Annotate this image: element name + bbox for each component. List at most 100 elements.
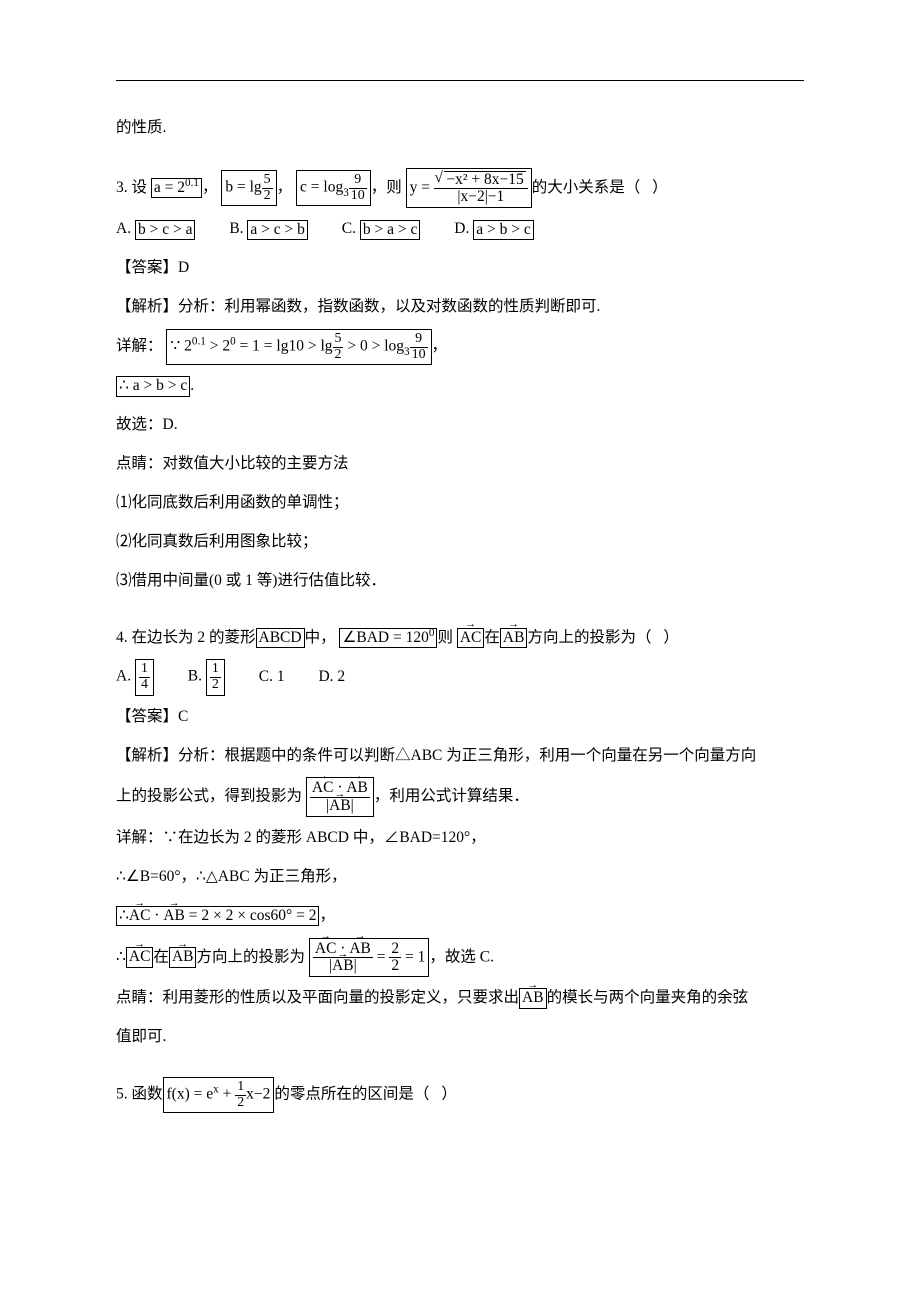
q3-option-c: C. b > a > c	[342, 212, 421, 247]
sqrt: −x² + 8x−15	[436, 171, 526, 188]
t4: > 0 > log	[343, 338, 404, 355]
q3-option-b: B. a > c > b	[229, 212, 308, 247]
q3-ps-1: ⑴化同底数后利用函数的单调性；	[116, 486, 804, 521]
frac: 910	[349, 173, 367, 203]
proj-eq-box: AC · AB |AB| = 22 = 1	[309, 938, 430, 978]
q3-ps-title: 点睛：对数值大小比较的主要方法	[116, 447, 804, 482]
q5-post2: ）	[441, 1086, 457, 1103]
num: 2	[389, 941, 401, 957]
vec-ab: AB	[503, 629, 525, 648]
q5-pre: 5. 函数	[116, 1086, 163, 1103]
num: 1	[210, 662, 221, 677]
den: 2	[262, 188, 273, 204]
frac: 52	[262, 173, 273, 203]
ab-box: AB	[169, 947, 197, 968]
ac-box: AC	[126, 947, 154, 968]
box: b > a > c	[360, 220, 421, 241]
box: 12	[206, 659, 225, 695]
angle: ∠BAD = 120	[342, 629, 428, 646]
m1: 中，	[305, 629, 336, 646]
q4-ps-1: 点睛：利用菱形的性质以及平面向量的投影定义，只要求出AB的模长与两个向量夹角的余…	[116, 981, 804, 1016]
box: ∴AC · AB = 2 × 2 × cos60° = 2	[116, 906, 319, 927]
num: −x² + 8x−15	[434, 171, 528, 188]
label: B.	[188, 668, 202, 685]
t1: ∴	[119, 907, 129, 924]
den: 10	[349, 188, 367, 204]
box: 14	[135, 659, 154, 695]
q4-options: A. 14 B. 12 C. 1 D. 2	[116, 659, 804, 695]
q4-detail-1: 详解：∵在边长为 2 的菱形 ABCD 中，∠BAD=120°，	[116, 821, 804, 856]
den: 2	[235, 1095, 246, 1111]
den: |AB|	[310, 797, 370, 814]
ac-box: AC	[457, 628, 485, 649]
q3-stem: 3. 设 a = 20.1 ， b = lg52 ， c = log3910 ，…	[116, 168, 804, 209]
q3-post: 的大小关系是（	[532, 179, 641, 196]
frac2: 22	[389, 941, 401, 975]
q3-y-box: y = −x² + 8x−15 |x−2|−1	[406, 168, 532, 209]
ab-box: AB	[519, 988, 547, 1009]
frac: −x² + 8x−15 |x−2|−1	[434, 171, 528, 206]
text: b = lg	[225, 179, 261, 196]
ab-box: AB	[500, 628, 528, 649]
q3-ps-2: ⑵化同真数后利用图象比较；	[116, 525, 804, 560]
eq: =	[373, 948, 390, 965]
pre: 点睛：利用菱形的性质以及平面向量的投影定义，只要求出	[116, 989, 519, 1006]
q3-detail-1: 详解： ∵ 20.1 > 20 = 1 = lg10 > lg52 > 0 > …	[116, 329, 804, 365]
vec-ab: AB	[163, 907, 185, 926]
q4-post2: ）	[663, 629, 679, 646]
den: 10	[410, 347, 428, 363]
t2: > 2	[206, 338, 230, 355]
num: 5	[262, 173, 273, 188]
q4-option-b: B. 12	[188, 659, 225, 695]
top-rule	[116, 80, 804, 81]
suffix: .	[190, 377, 194, 394]
label: D.	[454, 220, 469, 237]
q5-post: 的零点所在的区间是（	[274, 1086, 429, 1103]
den: 4	[139, 677, 150, 693]
sep: ，	[202, 179, 218, 196]
q3-ps-3: ⑶借用中间量(0 或 1 等)进行估值比较．	[116, 564, 804, 599]
blank	[651, 629, 663, 646]
blank	[640, 179, 652, 196]
den: |x−2|−1	[434, 188, 528, 205]
q3-option-a: A. b > c > a	[116, 212, 195, 247]
eq2: = 1	[401, 948, 425, 965]
q3-answer: 【答案】D	[116, 251, 804, 286]
rest: x−2	[246, 1086, 270, 1103]
q4-post: 方向上的投影为（	[527, 629, 651, 646]
q3-option-d: D. a > b > c	[454, 212, 533, 247]
frac1: 52	[333, 332, 344, 362]
q3-a-box: a = 20.1	[151, 178, 202, 199]
num: 9	[349, 173, 367, 188]
q5-stem: 5. 函数 f(x) = ex + 12x−2 的零点所在的区间是（ ）	[116, 1077, 804, 1113]
q4-pre: 4. 在边长为 2 的菱形	[116, 629, 256, 646]
num: 9	[410, 332, 428, 347]
q4-detail-4: ∴AC在AB方向上的投影为 AC · AB |AB| = 22 = 1 ，故选 …	[116, 938, 804, 978]
box: a > b > c	[473, 220, 534, 241]
q4-stem: 4. 在边长为 2 的菱形ABCD中， ∠BAD = 1200则 AC在AB方向…	[116, 621, 804, 656]
post: 的模长与两个向量夹角的余弦	[547, 989, 749, 1006]
sqrt-body: −x² + 8x−15	[444, 171, 525, 188]
vec-ab: AB	[332, 958, 354, 974]
blank	[429, 1086, 441, 1103]
pre: ∴	[116, 948, 126, 965]
den: 2	[389, 957, 401, 974]
m2: 则	[437, 629, 453, 646]
label: B.	[229, 220, 243, 237]
frac: 12	[235, 1080, 246, 1110]
label: A.	[116, 668, 131, 685]
q3-options: A. b > c > a B. a > c > b C. b > a > c D…	[116, 212, 804, 247]
vec-ac: AC	[129, 948, 151, 967]
num: 5	[333, 332, 344, 347]
sep: ，则	[371, 179, 402, 196]
den: |AB|	[313, 957, 373, 974]
s1: 0.1	[192, 336, 206, 348]
t3: = 1 = lg10 > lg	[236, 338, 333, 355]
num: 1	[235, 1080, 246, 1095]
plus: +	[219, 1086, 236, 1103]
vec-ac: AC	[129, 907, 151, 926]
pre: 上的投影公式，得到投影为	[116, 788, 302, 805]
detail-box-2: ∴ a > b > c	[116, 376, 190, 397]
frac: AC · AB |AB|	[310, 780, 370, 814]
q3-analysis: 【解析】分析：利用幂函数，指数函数，以及对数函数的性质判断即可.	[116, 290, 804, 325]
